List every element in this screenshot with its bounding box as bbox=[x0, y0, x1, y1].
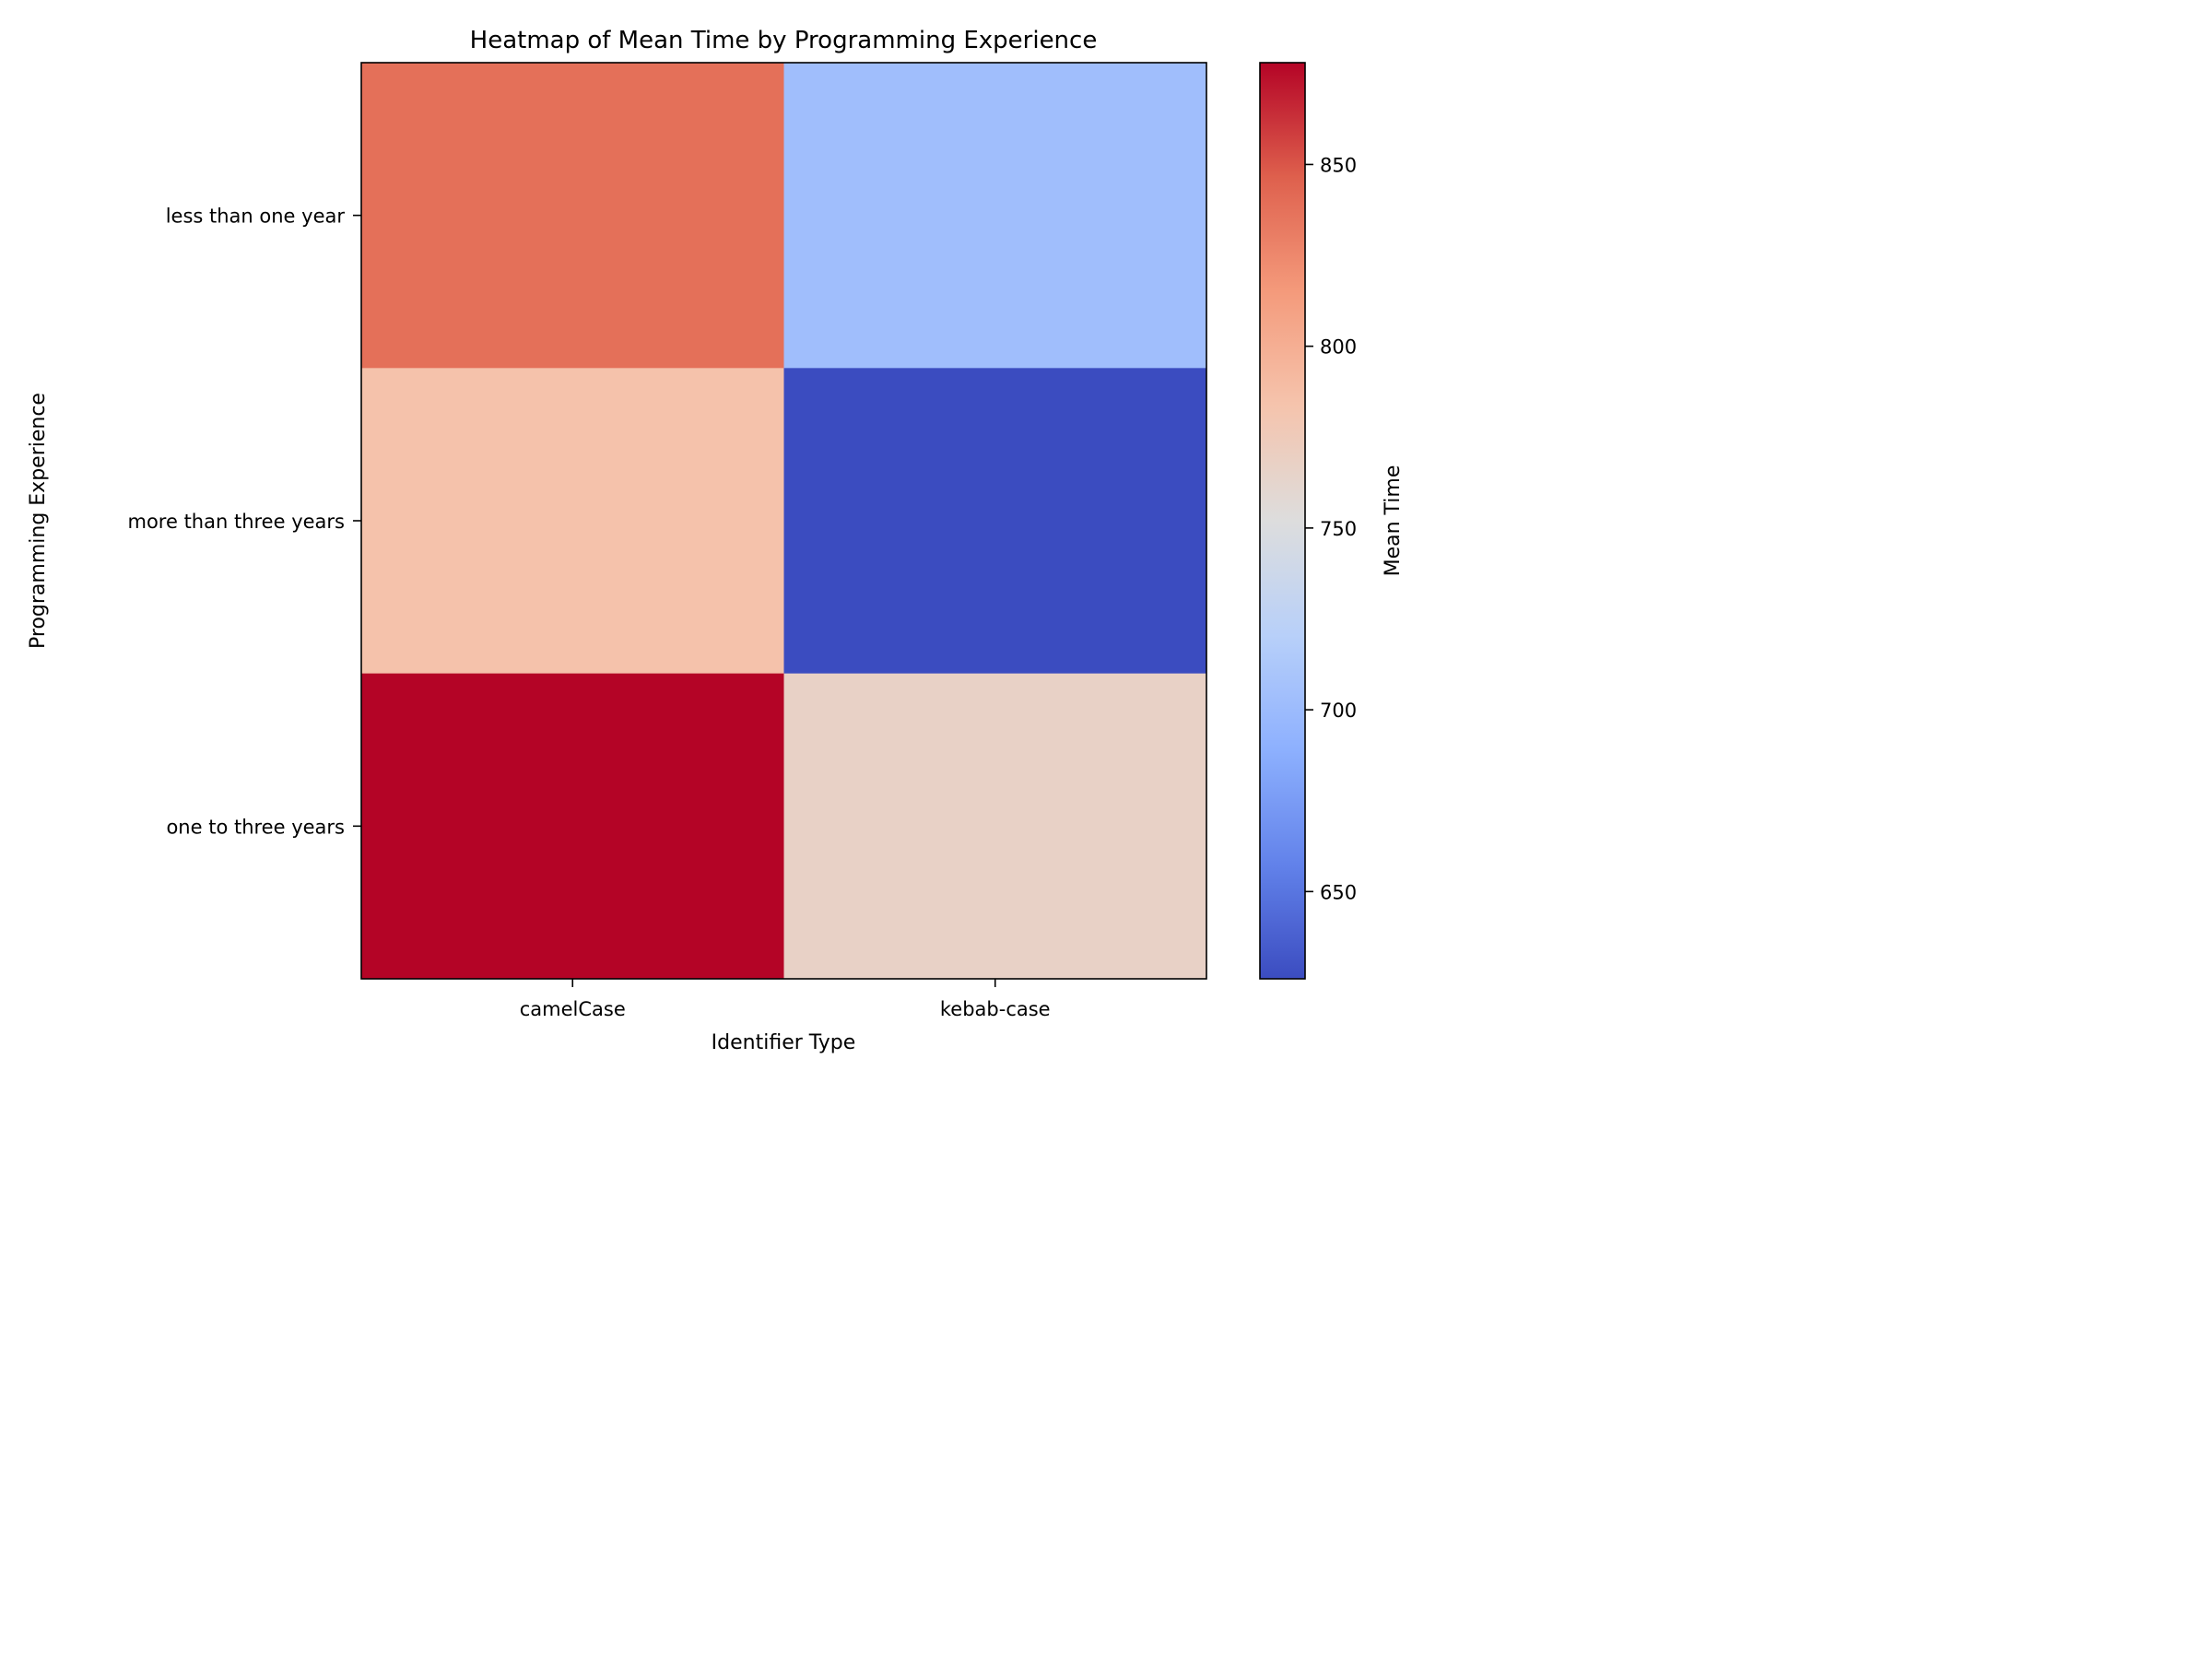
y-tick-label: one to three years bbox=[166, 816, 345, 838]
colorbar-tick-label: 650 bbox=[1320, 881, 1357, 903]
x-axis-ticks: camelCase kebab-case bbox=[520, 979, 1051, 1020]
heatmap-cells bbox=[361, 63, 1207, 980]
colorbar-tick-label: 700 bbox=[1320, 700, 1357, 722]
colorbar-tick-label: 850 bbox=[1320, 154, 1357, 176]
colorbar-label: Mean Time bbox=[1382, 465, 1405, 577]
heatmap-cell bbox=[783, 673, 1207, 980]
x-tick-label: camelCase bbox=[520, 998, 626, 1020]
colorbar bbox=[1259, 62, 1306, 980]
y-tick-label: less than one year bbox=[166, 206, 346, 228]
x-axis-label: Identifier Type bbox=[712, 1031, 856, 1054]
colorbar-tick-label: 800 bbox=[1320, 336, 1357, 359]
heatmap-cell bbox=[783, 63, 1207, 369]
chart-title: Heatmap of Mean Time by Programming Expe… bbox=[470, 27, 1098, 54]
x-tick-label: kebab-case bbox=[940, 998, 1051, 1020]
y-axis-label: Programming Experience bbox=[27, 393, 50, 649]
y-axis-ticks: less than one year more than three years o… bbox=[128, 206, 361, 838]
colorbar-tick-label: 750 bbox=[1320, 518, 1357, 540]
heatmap-chart: Heatmap of Mean Time by Programming Expe… bbox=[27, 27, 1405, 1054]
colorbar-ticks: 650 700 750 800 850 bbox=[1305, 154, 1357, 903]
heatmap-cell bbox=[361, 368, 784, 675]
heatmap-cell bbox=[783, 368, 1207, 675]
y-tick-label: more than three years bbox=[128, 511, 346, 533]
heatmap-cell bbox=[361, 63, 784, 369]
heatmap-cell bbox=[361, 673, 784, 980]
